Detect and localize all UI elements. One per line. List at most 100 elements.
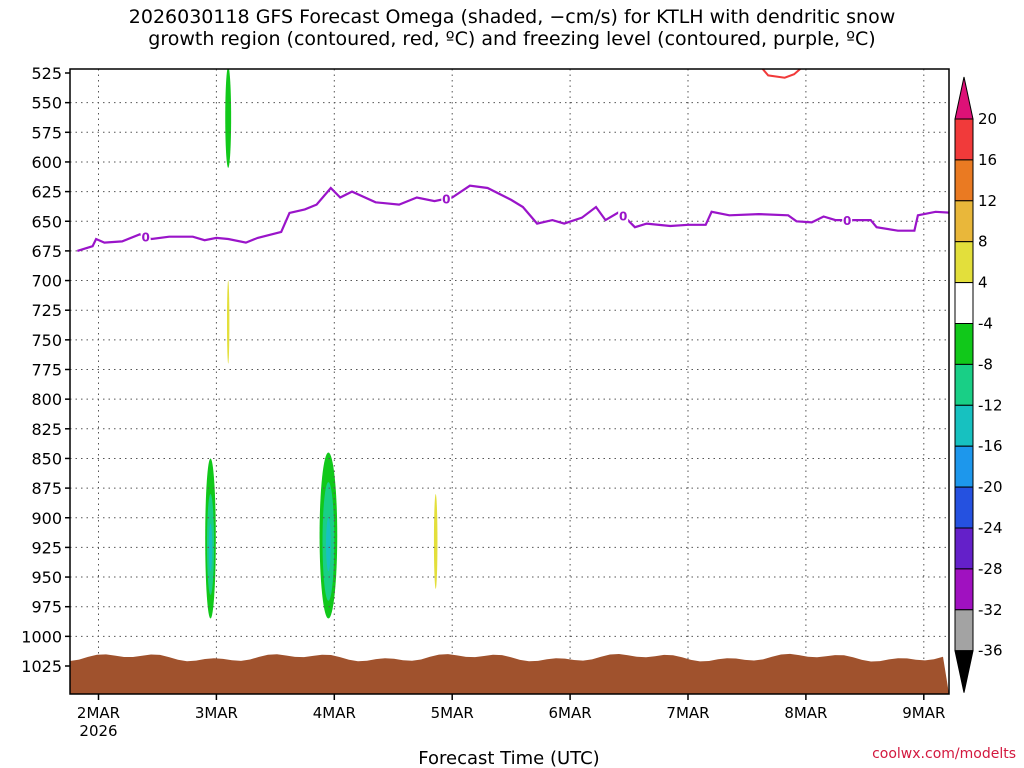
colorbar-segment [954,200,974,243]
colorbar-segment [954,363,974,406]
colorbar-segment [954,527,974,570]
y-tick-label: 725 [31,301,62,320]
omega-region [228,511,233,589]
colorbar-segment [954,241,974,284]
colorbar-segment [954,445,974,488]
colorbar-segment [954,323,974,365]
chart-title: 2026030118 GFS Forecast Omega (shaded, −… [128,6,896,50]
colorbar-label: 8 [978,233,988,251]
colorbar-label: 20 [978,110,997,128]
y-tick-label: 575 [31,123,62,142]
colorbar-bottom-arrow [954,650,974,693]
y-tick-label: 675 [31,242,62,261]
omega-region [349,464,355,619]
plot-frame [69,68,950,695]
x-tick-label: 6MAR [549,704,592,722]
omega-region [335,69,339,115]
y-tick-label: 875 [31,479,62,498]
omega-region [129,221,134,453]
colorbar-label: -8 [978,355,993,373]
colorbar-segment [954,609,974,652]
y-tick-label: 800 [31,390,62,409]
omega-region [326,517,331,572]
freezing-level-label: 0 [141,231,149,245]
y-tick-label: 1000 [21,627,62,646]
terrain-band [70,653,949,694]
plot-area: 0 0 0 0 [69,68,950,695]
x-tick-label: 3MAR [195,704,238,722]
colorbar-segment [954,159,974,202]
omega-region [658,531,671,580]
omega-region [448,339,452,376]
omega-region [132,138,140,554]
omega-region [433,494,438,589]
omega-region [208,523,213,572]
colorbar-top-arrow [954,76,974,120]
colorbar-label: -12 [978,396,1003,414]
omega-region [876,494,901,595]
colorbar-label: 16 [978,151,997,169]
freezing-label-bg [140,229,151,244]
omega-shading [97,69,933,637]
freezing-level-label: 0 [843,214,851,228]
y-tick-label: 925 [31,538,62,557]
x-tick-label: 2MAR [77,704,120,722]
x-tick-label: 7MAR [666,704,709,722]
y-tick-label: 525 [31,64,62,83]
colorbar-segment [954,118,974,161]
y-tick-label: 950 [31,568,62,587]
colorbar-label: -28 [978,560,1003,578]
omega-region [97,221,105,364]
omega-region [225,69,232,168]
colorbar-label: -32 [978,601,1003,619]
omega-region [757,490,784,611]
y-tick-label: 1025 [21,657,62,676]
x-tick-label: 8MAR [784,704,827,722]
freezing-label-bg [618,208,629,223]
colorbar-label: -36 [978,642,1003,660]
omega-region [452,448,455,457]
contours: 0 0 0 0 [76,69,949,252]
x-tick-label: 5MAR [431,704,474,722]
freezing-level-label: 0 [619,209,627,223]
colorbar-label: -20 [978,478,1003,496]
freezing-label-bg [441,191,452,206]
plot-background [70,69,949,694]
y-tick-label: 750 [31,331,62,350]
y-tick-label: 825 [31,420,62,439]
colorbar-label: -4 [978,315,993,333]
omega-region [226,280,230,364]
grid-lines [70,69,949,694]
y-tick-label: 850 [31,449,62,468]
omega-region [168,69,173,97]
colorbar-segment [954,404,974,447]
colorbar-segment [954,282,974,325]
terrain-surface [70,653,949,694]
x-axis-label: Forecast Time (UTC) [418,748,599,768]
omega-region [335,221,338,305]
y-axis: 525 550 575 600 625 650 675 700 725 750 775 800 825 8… [21,64,70,676]
y-tick-label: 600 [31,153,62,172]
y-tick-label: 775 [31,361,62,380]
freezing-level-line [76,184,949,252]
omega-region [120,197,128,578]
colorbar: 20 16 12 8 4 -4 -8 -12 -16 -20 -24 -28 -32 -36 [954,76,1003,693]
omega-region [484,239,487,248]
omega-region [433,440,436,449]
watermark: coolwx.com/modelts [872,746,1016,762]
y-tick-label: 650 [31,212,62,231]
y-tick-label: 700 [31,272,62,291]
freezing-label-bg [842,213,853,228]
omega-region [598,256,601,317]
colorbar-segment [954,486,974,529]
y-tick-label: 900 [31,509,62,528]
omega-region [341,126,346,180]
omega-region [532,509,556,595]
omega-region [920,294,933,364]
y-tick-label: 975 [31,598,62,617]
colorbar-label: 12 [978,192,997,210]
omega-region [452,351,460,530]
freezing-level-label: 0 [442,193,450,207]
